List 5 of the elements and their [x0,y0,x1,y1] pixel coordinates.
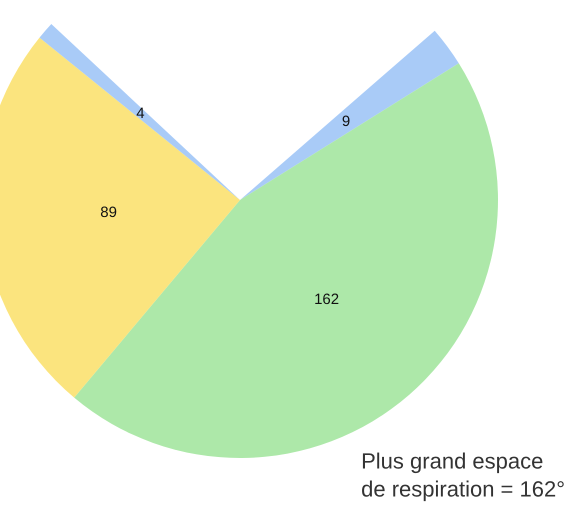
data-label: 89 [100,204,117,222]
data-label: 162 [314,291,340,308]
data-label: 9 [342,112,350,130]
data-label: 4 [136,104,145,122]
text: Plus grand espace de respiration = 162° [361,448,566,502]
